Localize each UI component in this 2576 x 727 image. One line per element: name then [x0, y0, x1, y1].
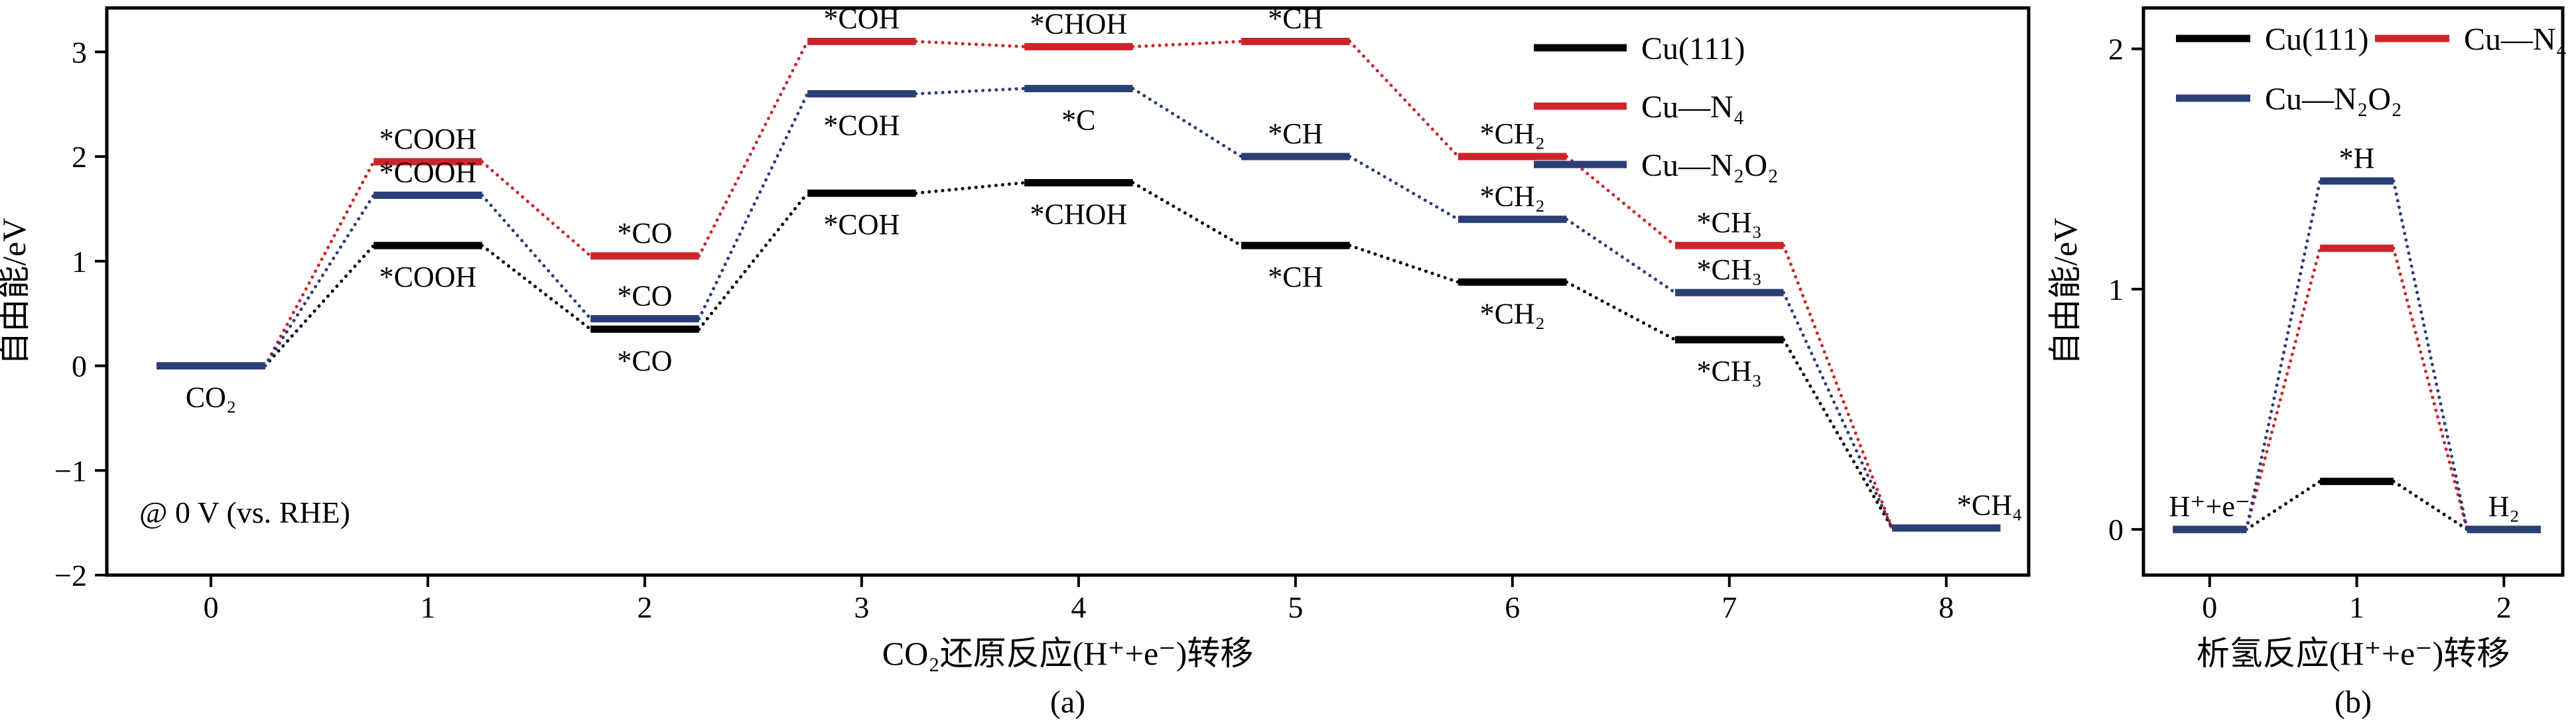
species-label: *CH — [1268, 2, 1323, 34]
connector-line — [2244, 179, 2322, 531]
legend-label: Cu—N₄ — [2464, 22, 2567, 57]
y-tick-label: 0 — [2108, 513, 2124, 547]
y-axis-label: 自由能/eV — [2047, 218, 2084, 365]
connector-line — [1348, 39, 1460, 159]
species-label: *COOH — [379, 156, 477, 188]
connector-line — [263, 160, 375, 368]
species-label: *C — [1061, 103, 1095, 136]
species-label: *CHOH — [1030, 198, 1128, 230]
legend-label: Cu(111) — [1641, 31, 1745, 66]
y-tick-label: −2 — [54, 559, 87, 592]
species-label: H₂ — [2488, 490, 2520, 523]
plot-frame — [2141, 6, 2565, 577]
species-label: *COH — [823, 208, 900, 241]
species-label: *CH₂ — [1480, 297, 1545, 330]
connector-line — [480, 160, 592, 258]
species-label: *CH₄ — [1957, 489, 2022, 521]
species-label: *COOH — [379, 123, 477, 155]
y-axis-label: 自由能/eV — [0, 218, 33, 365]
connector-line — [697, 92, 809, 321]
species-label: *CHOH — [1030, 7, 1128, 40]
species-label: *CO — [617, 217, 672, 249]
species-label: *CH₂ — [1480, 117, 1545, 150]
y-tick-label: 3 — [72, 35, 87, 69]
x-tick-label: 2 — [2496, 590, 2512, 624]
connector-line — [1131, 180, 1243, 247]
species-label: *COOH — [379, 261, 477, 293]
connector-line — [914, 39, 1026, 48]
species-label: CO₂ — [186, 381, 236, 414]
y-tick-label: 2 — [2108, 33, 2124, 66]
x-axis-label: CO₂还原反应(H⁺+e⁻)转移 — [882, 635, 1253, 672]
x-tick-label: 6 — [1505, 590, 1520, 624]
legend-label: Cu(111) — [2265, 22, 2368, 57]
species-label: *H — [2339, 142, 2375, 174]
connector-line — [1131, 86, 1243, 159]
species-label: *CH₃ — [1697, 253, 1762, 286]
connector-line — [480, 243, 592, 331]
connector-line — [1348, 243, 1460, 284]
x-tick-label: 1 — [420, 590, 435, 624]
x-tick-label: 0 — [203, 590, 218, 624]
connector-line — [2392, 179, 2469, 531]
connector-line — [2244, 246, 2322, 531]
connector-line — [914, 180, 1026, 195]
x-axis-label: 析氢反应(H⁺+e⁻)转移 — [2197, 635, 2510, 672]
panel-caption: (b) — [2335, 685, 2372, 720]
connector-line — [2244, 480, 2322, 531]
connector-line — [697, 191, 809, 331]
species-label: *CO — [617, 344, 672, 377]
connector-line — [1348, 155, 1460, 222]
potential-annotation: @ 0 V (vs. RHE) — [139, 496, 350, 529]
connector-line — [1565, 218, 1677, 295]
legend-label: Cu—N₂O₂ — [1641, 148, 1779, 183]
species-label: H⁺+e⁻ — [2169, 490, 2251, 523]
legend-label: Cu—N₄ — [1641, 90, 1744, 125]
connector-line — [1131, 39, 1243, 48]
connector-line — [2392, 246, 2469, 531]
species-label: *COH — [823, 2, 900, 34]
connector-line — [480, 193, 592, 321]
x-tick-label: 5 — [1288, 590, 1303, 624]
x-tick-label: 2 — [637, 590, 652, 624]
panel-caption: (a) — [1050, 685, 1085, 720]
co2rr-energy-diagram: 0 1 2 3 4 5 6 7 8−2−10123CO₂*COOH*COOH*COOH*CO*C… — [0, 2, 2031, 720]
species-label: *CH₃ — [1697, 206, 1762, 239]
connector-line — [914, 86, 1026, 96]
species-label: *CH₂ — [1480, 180, 1545, 213]
connector-line — [1782, 291, 1894, 530]
connector-line — [263, 243, 375, 368]
connector-line — [1782, 243, 1894, 530]
connector-line — [1565, 280, 1677, 342]
species-label: *CH₃ — [1697, 355, 1762, 387]
x-tick-label: 7 — [1722, 590, 1737, 624]
y-tick-label: 0 — [72, 350, 87, 383]
y-tick-label: 1 — [72, 245, 87, 279]
plot-frame — [105, 6, 2031, 577]
connector-line — [697, 39, 809, 258]
species-label: *CO — [617, 280, 672, 312]
connector-line — [263, 193, 375, 368]
x-tick-label: 0 — [2202, 590, 2217, 624]
species-label: *CH — [1268, 261, 1323, 293]
her-energy-diagram: 0 1 2 0 1 2 H⁺+e⁻ *H H₂ 析氢反应(H⁺+e⁻)转移 自由能/eV Cu(111… — [2047, 6, 2567, 720]
legend-label: Cu—N₂O₂ — [2265, 82, 2402, 117]
species-label: *CH — [1268, 117, 1323, 150]
x-tick-label: 4 — [1071, 590, 1086, 624]
x-tick-label: 8 — [1938, 590, 1954, 624]
connector-line — [1782, 338, 1894, 530]
x-tick-label: 3 — [854, 590, 869, 624]
species-label: *COH — [823, 109, 900, 141]
connector-line — [2392, 480, 2469, 531]
y-tick-label: 1 — [2108, 273, 2124, 306]
x-tick-label: 1 — [2349, 590, 2364, 624]
y-tick-label: −1 — [54, 454, 87, 488]
y-tick-label: 2 — [72, 140, 87, 174]
